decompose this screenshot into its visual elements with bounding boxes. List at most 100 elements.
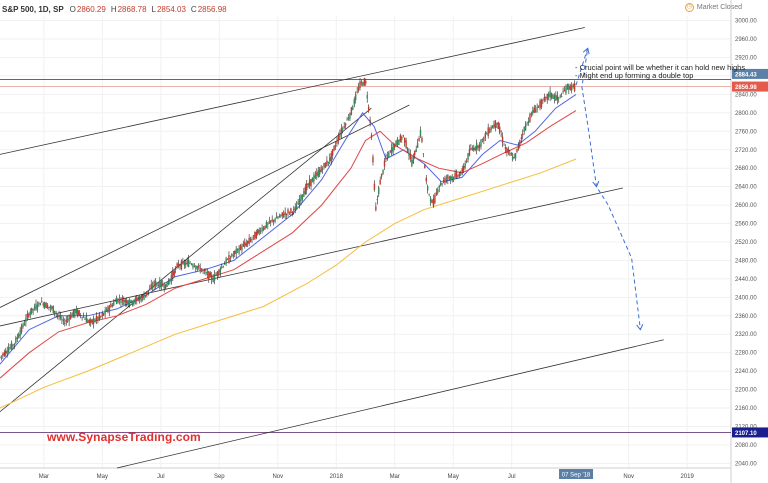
candle-body xyxy=(259,231,262,232)
candle-body xyxy=(412,156,415,164)
candle-body xyxy=(32,308,34,311)
candle-body xyxy=(189,262,191,264)
candle-body xyxy=(388,152,390,158)
projection-arrowhead xyxy=(582,47,590,55)
candle-body xyxy=(229,258,232,260)
candle-body xyxy=(199,267,201,272)
candle-body xyxy=(271,219,273,221)
candle-body xyxy=(270,220,272,223)
candle-body xyxy=(331,149,334,156)
candle-body xyxy=(448,177,451,179)
candle-body xyxy=(123,299,125,305)
candle-body xyxy=(177,263,180,267)
low-label: L xyxy=(151,4,156,14)
candle-body xyxy=(503,144,505,146)
candle-body xyxy=(143,294,145,300)
candle-body xyxy=(559,95,561,97)
chart-header: S&P 500, 1D, SP O 2860.29 H 2868.78 L 2854.… xyxy=(2,2,232,16)
candle-body xyxy=(219,268,222,273)
candle-body xyxy=(314,174,317,179)
watermark-url: www.SynapseTrading.com xyxy=(47,430,201,444)
projection-arrowhead xyxy=(592,180,600,188)
candle-body xyxy=(209,272,211,277)
candle-body xyxy=(46,304,49,309)
candle-body xyxy=(51,306,53,309)
high-label: H xyxy=(110,4,117,14)
candle-body xyxy=(287,209,289,213)
candle-body xyxy=(497,121,499,129)
candle-body xyxy=(439,183,442,186)
candle-body xyxy=(571,85,573,91)
candle-body xyxy=(311,177,314,183)
candle-body xyxy=(121,297,124,302)
candle-body xyxy=(29,311,31,315)
candle-body xyxy=(190,264,193,265)
candle-body xyxy=(222,266,224,268)
candle-body xyxy=(294,206,296,210)
candle-body xyxy=(321,168,324,171)
price-tag-label: 2884.43 xyxy=(735,72,757,78)
x-tick-label: Nov xyxy=(623,474,634,480)
y-tick-label: 2360.00 xyxy=(735,314,757,320)
candle-body xyxy=(425,177,427,182)
candle-body xyxy=(483,137,485,141)
candle-body xyxy=(13,343,16,345)
candle-body xyxy=(90,319,92,323)
candle-body xyxy=(303,191,305,197)
candle-body xyxy=(2,353,4,356)
candle-body xyxy=(223,263,226,265)
candle-body xyxy=(363,78,366,86)
candle-body xyxy=(432,198,435,207)
candle-body xyxy=(444,177,446,184)
candle-body xyxy=(39,303,42,306)
candle-body xyxy=(120,300,122,304)
candle-body xyxy=(0,355,3,357)
candle-body xyxy=(545,97,547,98)
candle-body xyxy=(157,285,160,286)
candle-body xyxy=(97,316,99,321)
candle-body xyxy=(84,319,86,320)
candle-body xyxy=(41,301,43,303)
candle-body xyxy=(22,324,24,327)
candle-body xyxy=(246,240,249,244)
candle-body xyxy=(458,173,461,177)
candle-body xyxy=(248,237,250,244)
candle-body xyxy=(356,91,358,93)
candle-body xyxy=(187,259,190,267)
candle-body xyxy=(349,113,351,119)
candle-body xyxy=(565,87,567,94)
candle-body xyxy=(182,261,184,264)
candle-body xyxy=(196,266,198,269)
candle-body xyxy=(360,82,363,84)
candle-body xyxy=(475,142,478,150)
y-tick-label: 2720.00 xyxy=(735,148,757,154)
y-tick-label: 2520.00 xyxy=(735,240,757,246)
candle-body xyxy=(245,243,247,246)
candle-body xyxy=(54,310,56,314)
candle-body xyxy=(419,129,422,136)
candle-body xyxy=(438,185,440,188)
candle-body xyxy=(154,280,157,287)
candle-body xyxy=(452,176,455,181)
candle-body xyxy=(127,300,129,306)
candle-body xyxy=(447,174,449,180)
y-tick-label: 2680.00 xyxy=(735,166,757,172)
symbol-title[interactable]: S&P 500, 1D, SP xyxy=(2,4,64,14)
candle-body xyxy=(382,169,384,174)
price-tag xyxy=(732,68,768,79)
candle-body xyxy=(435,192,438,195)
candle-body xyxy=(239,245,242,250)
candle-body xyxy=(389,150,391,152)
y-tick-label: 2040.00 xyxy=(735,461,757,467)
candle-body xyxy=(52,305,54,314)
candle-body xyxy=(216,271,219,277)
candle-body xyxy=(429,198,432,203)
candle-body xyxy=(297,202,299,205)
candle-body xyxy=(556,94,559,100)
candle-body xyxy=(61,318,63,320)
candle-body xyxy=(282,213,285,218)
candle-body xyxy=(258,229,260,234)
candle-body xyxy=(367,106,370,112)
candle-body xyxy=(307,183,309,185)
